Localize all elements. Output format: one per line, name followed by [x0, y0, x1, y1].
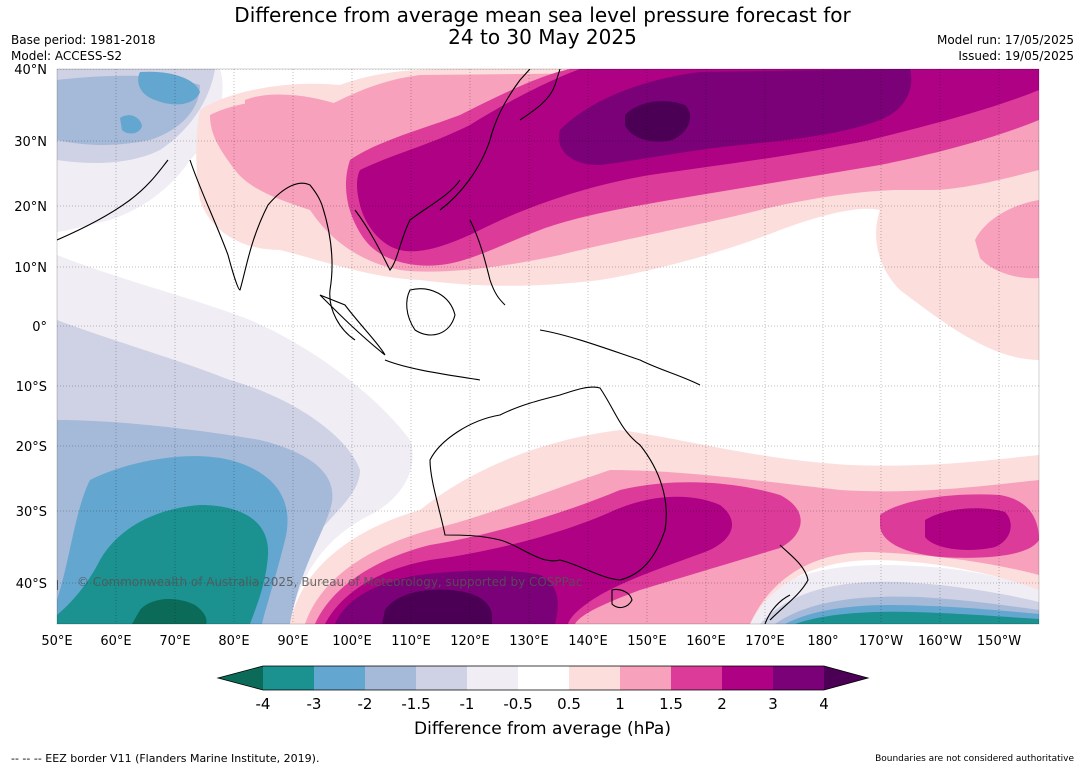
lon-label-150E: 150°E	[627, 634, 667, 649]
colorbar-tick-2: -2	[358, 695, 373, 713]
colorbar-tick-5: -0.5	[503, 695, 532, 713]
contour-neg-2-nw	[138, 71, 200, 105]
eez-border-note: -- -- -- EEZ border V11 (Flanders Marine…	[11, 752, 320, 765]
contour-neg-2-nw-small	[120, 115, 142, 134]
colorbar-segment-1	[263, 666, 314, 690]
lon-label-140E: 140°E	[568, 634, 608, 649]
coast-indochina	[321, 179, 461, 341]
lon-label-170W: 170°W	[859, 634, 903, 649]
colorbar-tick-4: -1	[460, 695, 475, 713]
colorbar-tick-11: 4	[819, 695, 829, 713]
coast-java	[384, 359, 481, 381]
boundaries-disclaimer: Boundaries are not considered authoritat…	[875, 754, 1074, 764]
contour-pos-2-south-east	[925, 508, 1011, 550]
colorbar-tick-9: 2	[717, 695, 727, 713]
colorbar-outline	[216, 665, 870, 691]
coast-tasmania	[611, 588, 633, 609]
lon-label-150W: 150°W	[977, 634, 1021, 649]
title-line-1: Difference from average mean sea level p…	[234, 3, 851, 27]
coast-new-zealand	[764, 544, 809, 624]
contour-neg-3-sw	[57, 505, 269, 624]
colorbar-title: Difference from average (hPa)	[414, 719, 671, 739]
coastlines	[57, 69, 809, 624]
lon-label-120E: 120°E	[450, 634, 490, 649]
coast-new-guinea	[539, 329, 701, 386]
longitude-labels: 50°E 60°E 70°E 80°E 90°E 100°E 110°E 120…	[41, 634, 1021, 649]
colorbar-segment-5	[467, 666, 518, 690]
lon-label-70E: 70°E	[159, 634, 190, 649]
lat-label-30N: 30°N	[14, 135, 47, 150]
colorbar-segment-8	[620, 666, 671, 690]
colorbar-segment-7	[569, 666, 620, 690]
coast-borneo	[406, 288, 456, 336]
colorbar-segment-11	[773, 666, 824, 690]
coast-philippines	[469, 219, 506, 306]
lat-label-20N: 20°N	[14, 200, 47, 215]
contour-pos-1-east	[975, 200, 1039, 279]
colorbar-segment-6	[518, 666, 569, 690]
issued-date: Issued: 19/05/2025	[958, 49, 1074, 63]
lon-label-170E: 170°E	[745, 634, 785, 649]
gridlines	[57, 69, 1039, 624]
coast-japan	[519, 69, 561, 121]
lat-label-10N: 10°N	[14, 261, 47, 276]
base-period: Base period: 1981-2018	[11, 33, 156, 47]
colorbar-segment-10	[722, 666, 773, 690]
lon-label-60E: 60°E	[100, 634, 131, 649]
lon-label-80E: 80°E	[218, 634, 249, 649]
colorbar-extend-low	[218, 666, 263, 690]
model-name: Model: ACCESS-S2	[11, 49, 123, 63]
map-frame	[56, 68, 1040, 625]
contour-neg-3-se	[795, 611, 1039, 624]
lon-label-50E: 50°E	[41, 634, 72, 649]
colorbar-tick-3: -1.5	[401, 695, 430, 713]
contour-pos-4-north	[625, 101, 691, 142]
meta-right: Model run: 17/05/2025 Issued: 19/05/2025	[937, 32, 1074, 64]
lat-label-20S: 20°S	[16, 440, 47, 455]
map-title: Difference from average mean sea level p…	[0, 4, 1085, 48]
lon-label-180: 180°	[807, 634, 838, 649]
coast-sumatra	[319, 294, 386, 356]
contour-neg-4-sw	[132, 598, 207, 624]
colorbar-segment-2	[314, 666, 365, 690]
meta-left: Base period: 1981-2018 Model: ACCESS-S2	[11, 32, 156, 64]
lat-label-30S: 30°S	[16, 505, 47, 520]
lon-label-160E: 160°E	[686, 634, 726, 649]
contour-pos-1-5-india	[245, 94, 342, 139]
colorbar-tick-7: 1	[615, 695, 625, 713]
lat-label-40S: 40°S	[16, 577, 47, 592]
lon-label-90E: 90°E	[277, 634, 308, 649]
coast-australia	[429, 386, 667, 581]
latitude-labels: 40°N 30°N 20°N 10°N 0° 10°S 20°S 30°S 40…	[14, 63, 47, 592]
colorbar-tick-0: -4	[256, 695, 271, 713]
lat-label-10S: 10°S	[16, 380, 47, 395]
lat-label-40N: 40°N	[14, 63, 47, 78]
colorbar-segment-4	[416, 666, 467, 690]
colorbar-tick-10: 3	[768, 695, 778, 713]
colorbar: -4 -3 -2 -1.5 -1 -0.5 0.5 1 1.5 2 3 4	[216, 665, 870, 713]
lon-label-130E: 130°E	[509, 634, 549, 649]
title-line-2: 24 to 30 May 2025	[448, 25, 637, 49]
contour-pos-4-south	[382, 589, 492, 624]
colorbar-tick-6: 0.5	[557, 695, 581, 713]
colorbar-tick-8: 1.5	[659, 695, 683, 713]
pressure-anomaly-field: © Commonwealth of Australia 2025, Bureau…	[57, 69, 1039, 624]
colorbar-extend-high	[824, 666, 868, 690]
colorbar-tick-labels: -4 -3 -2 -1.5 -1 -0.5 0.5 1 1.5 2 3 4	[256, 695, 829, 713]
model-run: Model run: 17/05/2025	[936, 33, 1074, 47]
colorbar-segment-9	[671, 666, 722, 690]
lon-label-160W: 160°W	[918, 634, 962, 649]
lat-label-0: 0°	[32, 320, 47, 335]
lon-label-100E: 100°E	[332, 634, 372, 649]
colorbar-segment-3	[365, 666, 416, 690]
lon-label-110E: 110°E	[391, 634, 431, 649]
coast-india	[189, 159, 323, 291]
copyright-notice: © Commonwealth of Australia 2025, Bureau…	[77, 575, 582, 589]
coast-arabia	[57, 159, 169, 241]
colorbar-tick-1: -3	[307, 695, 322, 713]
coast-china	[439, 69, 531, 211]
